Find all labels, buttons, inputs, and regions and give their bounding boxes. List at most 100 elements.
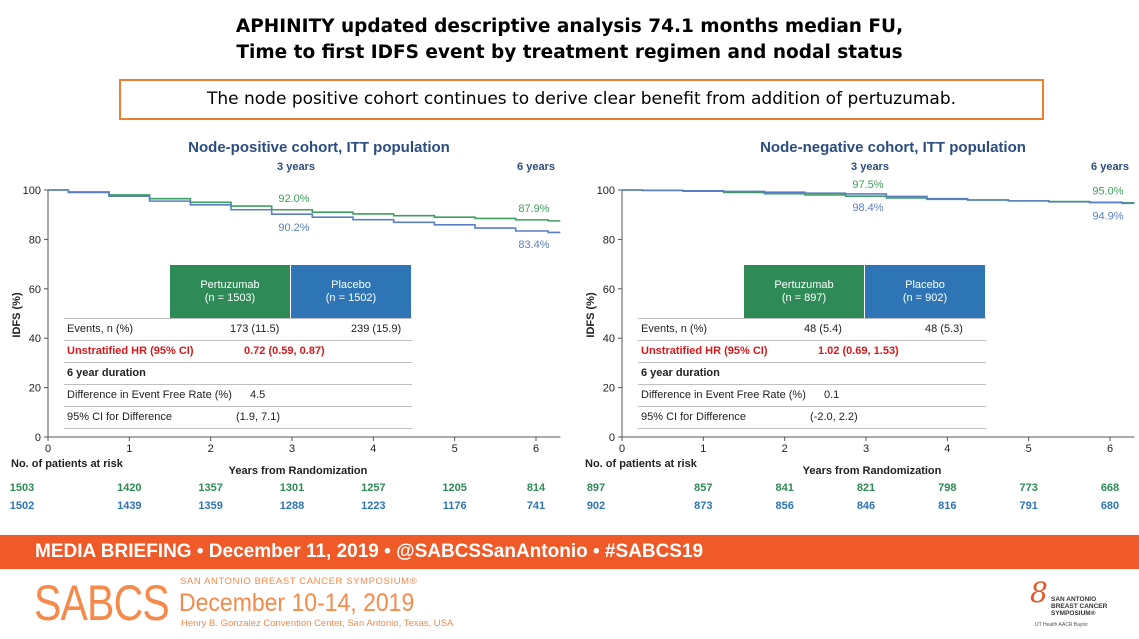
- row-label: Events, n (%): [67, 323, 134, 335]
- curve-value-label: 95.0%: [1092, 185, 1123, 197]
- column-name: Pertuzumab: [200, 279, 260, 291]
- row-divider: [638, 318, 986, 319]
- row-value: 1.02 (0.69, 1.53): [818, 345, 899, 357]
- at-risk-value: 1205: [442, 482, 466, 494]
- at-risk-value: 1257: [361, 482, 385, 494]
- row-label: Difference in Event Free Rate (%): [641, 389, 806, 401]
- row-divider: [64, 362, 412, 363]
- y-tick-label: 60: [29, 284, 41, 296]
- table-row: 6 year duration: [64, 362, 412, 384]
- row-value: 48 (5.4): [804, 323, 842, 335]
- at-risk-value: 741: [527, 500, 545, 512]
- column-n: (n = 1502): [325, 292, 377, 304]
- at-risk-value: 814: [527, 482, 546, 494]
- at-risk-value: 846: [857, 500, 875, 512]
- stats-table: Pertuzumab (n = 1503) Placebo (n = 1502) Eve…: [64, 265, 412, 429]
- stats-table: Pertuzumab (n = 897) Placebo (n = 902) Event…: [638, 265, 986, 429]
- ribbon-icon: 8: [1030, 576, 1048, 609]
- at-risk-value: 856: [775, 500, 793, 512]
- at-risk-value: 873: [694, 500, 712, 512]
- table-row: 6 year duration: [638, 362, 986, 384]
- x-axis-label: Years from Randomization: [803, 465, 942, 477]
- row-divider: [638, 384, 986, 385]
- column-name: Placebo: [331, 279, 371, 291]
- symposium-logo: 8 SAN ANTONIO BREAST CANCER SYMPOSIUM® U…: [1005, 576, 1125, 634]
- at-risk-value: 1288: [280, 500, 304, 512]
- y-tick-label: 100: [23, 185, 41, 197]
- column-n: (n = 897): [781, 292, 827, 304]
- row-divider: [64, 340, 412, 341]
- curve-value-label: 83.4%: [518, 239, 549, 251]
- at-risk-value: 1301: [280, 482, 304, 494]
- row-value: 239 (15.9): [351, 323, 402, 335]
- y-axis-label: IDFS (%): [11, 292, 23, 338]
- at-risk-value: 897: [587, 482, 605, 494]
- x-tick-label: 4: [370, 443, 376, 455]
- row-value: 48 (5.3): [925, 323, 963, 335]
- curve-value-label: 87.9%: [518, 203, 549, 215]
- table-column-header: Pertuzumab (n = 897): [744, 265, 864, 318]
- y-tick-label: 80: [603, 234, 615, 246]
- symposium-logo-text: SAN ANTONIO BREAST CANCER SYMPOSIUM®: [1051, 596, 1108, 617]
- row-label: Unstratified HR (95% CI): [67, 345, 194, 357]
- at-risk-value: 1223: [361, 500, 385, 512]
- curve-value-label: 90.2%: [278, 222, 309, 234]
- y-tick-label: 20: [29, 383, 41, 395]
- at-risk-value: 857: [694, 482, 712, 494]
- table-row: Events, n (%) 173 (11.5) 239 (15.9): [64, 318, 412, 340]
- km-chart-svg: Node-negative cohort, ITT population 3 ye…: [585, 139, 1135, 512]
- row-label: Difference in Event Free Rate (%): [67, 389, 232, 401]
- x-tick-label: 5: [1026, 443, 1032, 455]
- table-column-header: Pertuzumab (n = 1503): [170, 265, 290, 318]
- at-risk-value: 841: [775, 482, 793, 494]
- row-divider: [638, 340, 986, 341]
- x-tick-label: 2: [208, 443, 214, 455]
- x-axis-label: Years from Randomization: [229, 465, 368, 477]
- row-divider: [638, 362, 986, 363]
- y-tick-label: 80: [29, 234, 41, 246]
- y-axis-label: IDFS (%): [585, 292, 597, 338]
- row-label: Unstratified HR (95% CI): [641, 345, 768, 357]
- at-risk-value: 821: [857, 482, 875, 494]
- x-tick-label: 6: [1107, 443, 1113, 455]
- curve-value-label: 92.0%: [278, 193, 309, 205]
- table-row: Difference in Event Free Rate (%) 4.5: [64, 384, 412, 406]
- at-risk-value: 1420: [117, 482, 141, 494]
- y-tick-label: 100: [597, 185, 615, 197]
- table-row: 95% CI for Difference (1.9, 7.1): [64, 406, 412, 428]
- period-label: 3 years: [851, 161, 889, 173]
- column-n: (n = 1503): [204, 292, 256, 304]
- node-negative-panel: Node-negative cohort, ITT population 3 ye…: [574, 130, 1139, 525]
- x-tick-label: 3: [863, 443, 869, 455]
- pertuzumab-curve: [622, 189, 1135, 204]
- row-value: 0.1: [824, 389, 840, 401]
- row-label: 6 year duration: [641, 367, 720, 379]
- row-divider: [64, 318, 412, 319]
- placebo-curve: [622, 189, 1135, 205]
- row-divider: [638, 406, 986, 407]
- row-label: Events, n (%): [641, 323, 708, 335]
- table-row: 95% CI for Difference (-2.0, 2.2): [638, 406, 986, 428]
- row-label: 95% CI for Difference: [641, 411, 746, 423]
- column-name: Pertuzumab: [774, 279, 834, 291]
- column-n: (n = 902): [902, 292, 948, 304]
- slide-title-line-1: APHINITY updated descriptive analysis 74…: [235, 16, 904, 37]
- x-tick-label: 6: [533, 443, 539, 455]
- at-risk-value: 902: [587, 500, 605, 512]
- node-positive-panel: Node-positive cohort, ITT population 3 ye…: [0, 130, 565, 525]
- period-label: 6 years: [517, 161, 555, 173]
- column-name: Placebo: [905, 279, 945, 291]
- row-value: 0.72 (0.59, 0.87): [244, 345, 325, 357]
- table-column-header: Placebo (n = 902): [865, 265, 985, 318]
- period-label: 3 years: [277, 161, 315, 173]
- row-value: (-2.0, 2.2): [810, 411, 858, 423]
- row-value: 173 (11.5): [230, 323, 280, 335]
- row-label: 95% CI for Difference: [67, 411, 172, 423]
- at-risk-value: 816: [938, 500, 956, 512]
- at-risk-value: 680: [1101, 500, 1119, 512]
- y-tick-label: 40: [29, 333, 41, 345]
- x-tick-label: 4: [944, 443, 950, 455]
- at-risk-label: No. of patients at risk: [11, 458, 124, 470]
- media-briefing-bar: MEDIA BRIEFING • December 11, 2019 • @SA…: [0, 535, 1139, 569]
- row-value: 4.5: [250, 389, 266, 401]
